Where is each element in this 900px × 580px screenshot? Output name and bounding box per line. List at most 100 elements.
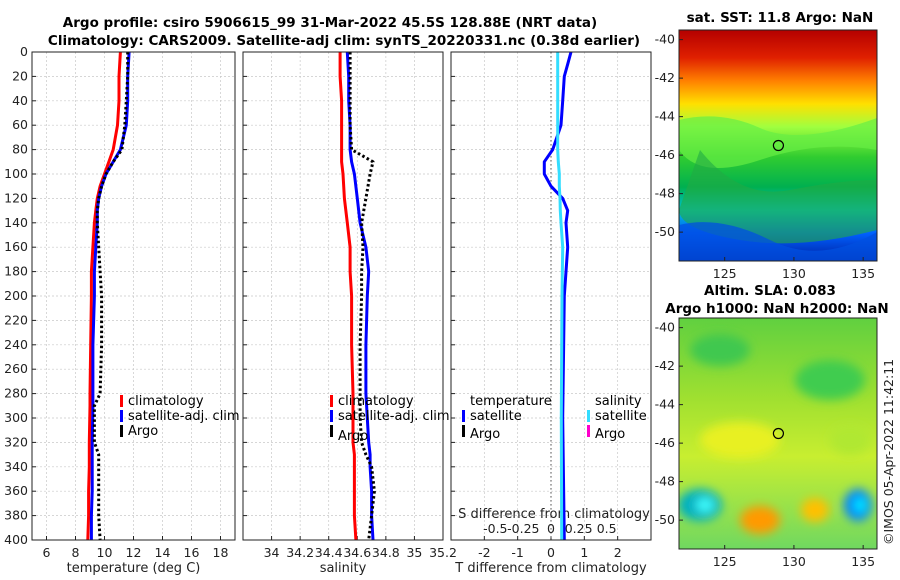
legend-argo: Argo: [338, 429, 368, 444]
legend-t-satellite: satellite: [470, 409, 522, 424]
y-tick-label: 260: [4, 361, 28, 376]
plot-frame: [31, 51, 236, 541]
y-tick-label: 100: [4, 166, 28, 181]
title-line-1: Argo profile: csiro 5906615_99 31-Mar-20…: [63, 15, 597, 31]
difference-panel: -2 -1 0 1 2 -0.5 -0.25 0 0.25 0.5S difference fro…: [450, 51, 652, 576]
sla-blob: [855, 498, 865, 512]
map-y-tick-label: -40: [655, 320, 675, 335]
sst-green-patch: [679, 150, 877, 244]
x-tick-label: 35: [406, 545, 422, 560]
argo-location-marker: [772, 139, 785, 152]
sst-map-title: sat. SST: 11.8 Argo: NaN: [687, 10, 874, 26]
temperature-legend: climatology satellite-adj. clim Argo: [120, 394, 240, 439]
map-y-tick-label: -44: [655, 109, 675, 124]
sla-map-axes: 125 130 135 -40 -42 -44 -46 -48 -50: [655, 320, 876, 569]
legend-swatch-climatology: [330, 395, 333, 407]
sst-cold-band: [679, 222, 877, 261]
legend-t-argo: Argo: [470, 427, 500, 442]
x-tick-label: 10: [97, 545, 113, 560]
y-tick-label: 240: [4, 337, 28, 352]
y-tick-label: 200: [4, 288, 28, 303]
map-y-tick-label: -50: [655, 512, 675, 527]
y-tick-label: 60: [12, 117, 28, 132]
map-y-tick-label: -42: [655, 358, 675, 373]
map-y-tick-label: -48: [655, 186, 675, 201]
legend-swatch-argo: [120, 425, 123, 437]
map-x-tick-label: 125: [713, 266, 737, 281]
salinity-panel: 34 34.2 34.4 34.6 34.8 35 35.2 salinity: [242, 51, 457, 576]
sla-blob: [740, 506, 780, 534]
title-line-2: Climatology: CARS2009. Satellite-adj cli…: [48, 33, 640, 49]
y-tick-label: 300: [4, 410, 28, 425]
legend-swatch-t-argo: [462, 425, 465, 437]
map-y-tick-label: -46: [655, 147, 675, 162]
x-tick-label: 2: [614, 545, 622, 560]
sst-map-axes: 125 130 135 -40 -42 -44 -46 -48 -50: [655, 32, 876, 281]
legend-climatology: climatology: [128, 394, 204, 409]
legend-swatch-s-argo: [587, 425, 590, 437]
y-tick-label: 320: [4, 434, 28, 449]
series-line-argo: [348, 52, 376, 541]
x-axis-label: temperature (deg C): [67, 561, 201, 576]
x-axis-label: T difference from climatology: [454, 561, 647, 576]
legend-swatch-climatology: [120, 395, 123, 407]
sst-warm-band: [679, 116, 877, 168]
plot-frame: [450, 51, 652, 541]
x-axis-label: salinity: [320, 561, 367, 576]
x-tick-label: 35.2: [429, 545, 457, 560]
sla-blob: [690, 334, 750, 366]
legend-swatch-s-satellite: [587, 410, 590, 422]
sla-blob: [801, 498, 829, 522]
legend-temperature-title: temperature: [470, 394, 552, 409]
temperature-panel: 0 20 40 60 80 100 120 140 160 180 200 220 240 260 280 3…: [4, 44, 236, 576]
y-tick-label: 140: [4, 215, 28, 230]
x-tick-label: 16: [184, 545, 200, 560]
y-tick-label: 360: [4, 483, 28, 498]
series-line-climatology: [86, 51, 122, 541]
legend-satellite: satellite-adj. clim: [338, 409, 450, 424]
sst-map: sat. SST: 11.8 Argo: NaN 125 130 135 -40 -42…: [655, 10, 878, 281]
legend-argo: Argo: [128, 424, 158, 439]
x-tick-label: 34.4: [315, 545, 343, 560]
sla-blob: [830, 425, 870, 455]
series-line-s-satellite: [556, 52, 565, 541]
x-tick-label: 14: [155, 545, 171, 560]
map-x-tick-label: 130: [782, 266, 806, 281]
x-tick-label: 34: [264, 545, 280, 560]
x-tick-label: 8: [72, 545, 80, 560]
s-tick-label: 0.5: [597, 521, 617, 536]
sla-blob: [795, 360, 865, 400]
s-tick-label: 0: [547, 521, 555, 536]
s-axis-label: S difference from climatology: [458, 507, 650, 522]
map-y-tick-label: -40: [655, 32, 675, 47]
x-tick-label: 6: [43, 545, 51, 560]
y-tick-label: 400: [4, 532, 28, 547]
x-tick-label: 12: [126, 545, 142, 560]
x-tick-label: 34.2: [286, 545, 314, 560]
series-line-argo: [92, 52, 130, 541]
sla-map-title-2: Argo h1000: NaN h2000: NaN: [665, 301, 888, 317]
y-tick-label: 0: [20, 44, 28, 59]
imos-watermark: ©IMOS 05-Apr-2022 11:42:11: [881, 359, 896, 545]
sla-blob: [700, 422, 780, 458]
legend-climatology: climatology: [338, 394, 414, 409]
legend-swatch-argo: [330, 425, 333, 437]
map-y-tick-label: -50: [655, 224, 675, 239]
legend-salinity-title: salinity: [595, 394, 642, 409]
y-tick-label: 180: [4, 264, 28, 279]
legend-swatch-satellite: [120, 410, 123, 422]
argo-location-marker: [772, 427, 785, 440]
salinity-legend: climatology satellite-adj. clim Argo: [330, 394, 450, 444]
x-tick-label: 0: [547, 545, 555, 560]
legend-s-argo: Argo: [595, 427, 625, 442]
map-y-tick-label: -46: [655, 435, 675, 450]
sla-blob: [696, 498, 714, 512]
s-tick-label: 0.25: [565, 521, 593, 536]
y-tick-label: 20: [12, 68, 28, 83]
s-tick-label: -0.5: [483, 521, 507, 536]
y-tick-label: 220: [4, 312, 28, 327]
y-tick-label: 80: [12, 142, 28, 157]
difference-legend: temperature satellite Argo salinity sate…: [462, 394, 647, 442]
x-tick-label: 1: [580, 545, 588, 560]
